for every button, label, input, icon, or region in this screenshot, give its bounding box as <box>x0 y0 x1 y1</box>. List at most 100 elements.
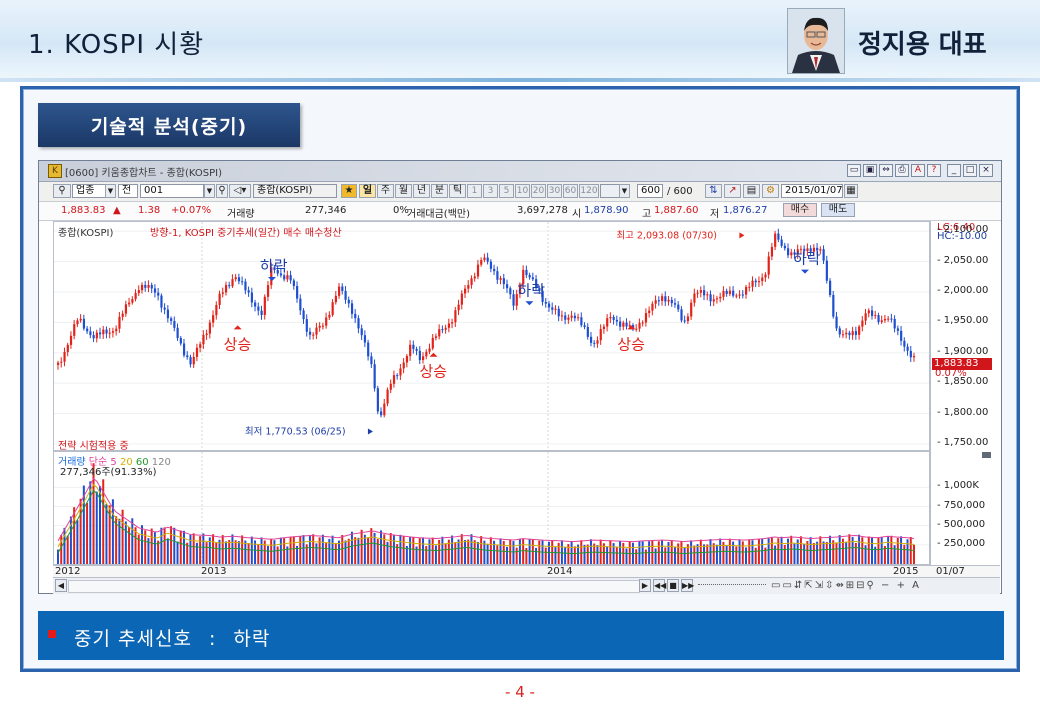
volume-bar <box>399 534 402 564</box>
candle-body <box>476 264 480 277</box>
stop-icon[interactable]: ■ <box>667 579 679 592</box>
chevron-down-icon[interactable]: ▼ <box>105 184 116 198</box>
chevron-down-icon[interactable]: ▼ <box>204 184 215 198</box>
help-icon[interactable]: ? <box>927 164 941 177</box>
calendar-icon[interactable]: ▦ <box>844 184 858 198</box>
candle-body <box>547 303 551 308</box>
layout-icon[interactable]: ▭ <box>847 164 861 177</box>
period-week[interactable]: 주 <box>377 184 394 198</box>
speaker-icon[interactable]: ◁▾ <box>229 184 251 198</box>
screen-icon[interactable]: ▣ <box>863 164 877 177</box>
volume-bar <box>412 536 415 564</box>
candle-body <box>208 322 212 334</box>
candle-body <box>641 322 644 324</box>
candle-body <box>854 331 858 335</box>
volume-label: 거래량 <box>227 209 255 220</box>
minute-option[interactable]: 10 <box>515 184 530 198</box>
play-icon[interactable]: ▶ <box>639 579 651 592</box>
bullet-icon <box>48 630 56 638</box>
chart-scrollbar[interactable]: ◀ ▶ ◀◀ ■ ▶▶ ▭▭⇵⇱⇲⇳⇴⊞⊟⚲ − + A <box>53 577 1000 594</box>
volume-pane[interactable]: 거래량 단순 5 20 60 120 277,346주(91.33%) <box>53 451 930 565</box>
scroll-left-icon[interactable]: ◀ <box>55 579 67 592</box>
arrows-icon[interactable]: ⇅ <box>705 184 722 198</box>
candle-body <box>683 320 686 322</box>
drawing-tools[interactable]: ▭▭⇵⇱⇲⇳⇴⊞⊟⚲ − + A <box>771 580 922 591</box>
candle-body <box>302 310 305 320</box>
minimize-icon[interactable]: _ <box>947 164 961 177</box>
volume-bar <box>877 537 880 564</box>
minute-option[interactable]: 30 <box>547 184 562 198</box>
buy-signal-label: 상승 <box>224 335 252 353</box>
candle-body <box>502 278 505 285</box>
count-input[interactable]: 600 <box>637 184 663 198</box>
candle-body <box>467 284 470 289</box>
volume-bar <box>86 502 89 564</box>
volume-bar <box>299 536 302 564</box>
zoom-slider[interactable] <box>698 584 766 588</box>
period-year[interactable]: 년 <box>413 184 430 198</box>
candle-body <box>719 296 722 299</box>
buy-button[interactable]: 매수 <box>783 203 817 217</box>
close-icon[interactable]: × <box>979 164 993 177</box>
save-icon[interactable]: ▤ <box>743 184 760 198</box>
minute-option[interactable]: 60 <box>563 184 578 198</box>
sell-button[interactable]: 매도 <box>821 203 855 217</box>
window-titlebar[interactable]: K [0600] 키움종합차트 - 종합(KOSPI) ▭ ▣ ⇔ ⎙ A ? … <box>39 161 1001 182</box>
date-field[interactable]: 2015/01/07 <box>781 184 843 198</box>
volume-bar <box>673 547 676 564</box>
minute-option[interactable]: 120 <box>579 184 599 198</box>
period-minute[interactable]: 분 <box>431 184 448 198</box>
forward-icon[interactable]: ▶▶ <box>681 579 695 592</box>
period-month[interactable]: 월 <box>395 184 412 198</box>
candle-body <box>845 332 848 335</box>
period-day[interactable]: 일 <box>359 184 376 198</box>
candle-body <box>816 247 819 251</box>
minute-option[interactable]: 20 <box>531 184 546 198</box>
volume-bar <box>286 546 289 564</box>
candle-body <box>363 335 367 343</box>
lc-value: LC:6.40 <box>937 222 976 233</box>
volume-bar <box>851 537 854 564</box>
candle-body <box>764 274 767 278</box>
gear-icon[interactable]: ⚙ <box>762 184 779 198</box>
candle-body <box>389 383 392 390</box>
font-icon[interactable]: A <box>911 164 925 177</box>
candle-body <box>560 315 564 317</box>
price-pane[interactable]: 상승 하락 상승 하락 상승 하락 최고 2,093.08 (07/30) 최저 1,770.… <box>53 221 930 452</box>
volume-bar <box>538 540 541 564</box>
volume-bar <box>140 525 143 564</box>
range-select[interactable]: 전 <box>118 184 138 198</box>
candle-body <box>60 361 63 363</box>
volume-bar <box>163 527 166 564</box>
candle-body <box>289 275 292 281</box>
scroll-track[interactable] <box>68 580 640 593</box>
candle-body <box>745 286 748 295</box>
print-icon[interactable]: ⎙ <box>895 164 909 177</box>
minute-option[interactable]: 1 <box>467 184 482 198</box>
volume-bar <box>434 545 437 564</box>
volume-bar <box>893 545 896 564</box>
rewind-icon[interactable]: ◀◀ <box>653 579 667 592</box>
period-tick[interactable]: 틱 <box>449 184 466 198</box>
minute-option[interactable]: 5 <box>499 184 514 198</box>
link-icon[interactable]: ⇔ <box>879 164 893 177</box>
volume-bar <box>134 527 137 564</box>
candle-body <box>709 294 712 302</box>
candle-body <box>644 313 648 323</box>
search-icon[interactable]: ⚲ <box>216 184 228 198</box>
candle-body <box>522 269 525 285</box>
candle-body <box>651 303 654 311</box>
volume-bar <box>389 533 392 564</box>
maximize-icon[interactable]: □ <box>963 164 977 177</box>
candle-body <box>312 334 315 336</box>
candle-body <box>128 302 131 305</box>
lock-icon[interactable]: ⚲ <box>53 184 71 198</box>
code-input[interactable]: 001 <box>140 184 204 198</box>
chevron-down-icon[interactable]: ▼ <box>619 184 630 198</box>
cursor-icon[interactable]: ↗ <box>724 184 741 198</box>
minute-option[interactable]: 3 <box>483 184 498 198</box>
pane-toggle-icon[interactable] <box>982 452 991 458</box>
star-icon[interactable]: ★ <box>341 184 357 198</box>
candle-body <box>493 268 496 272</box>
candle-body <box>283 275 286 280</box>
